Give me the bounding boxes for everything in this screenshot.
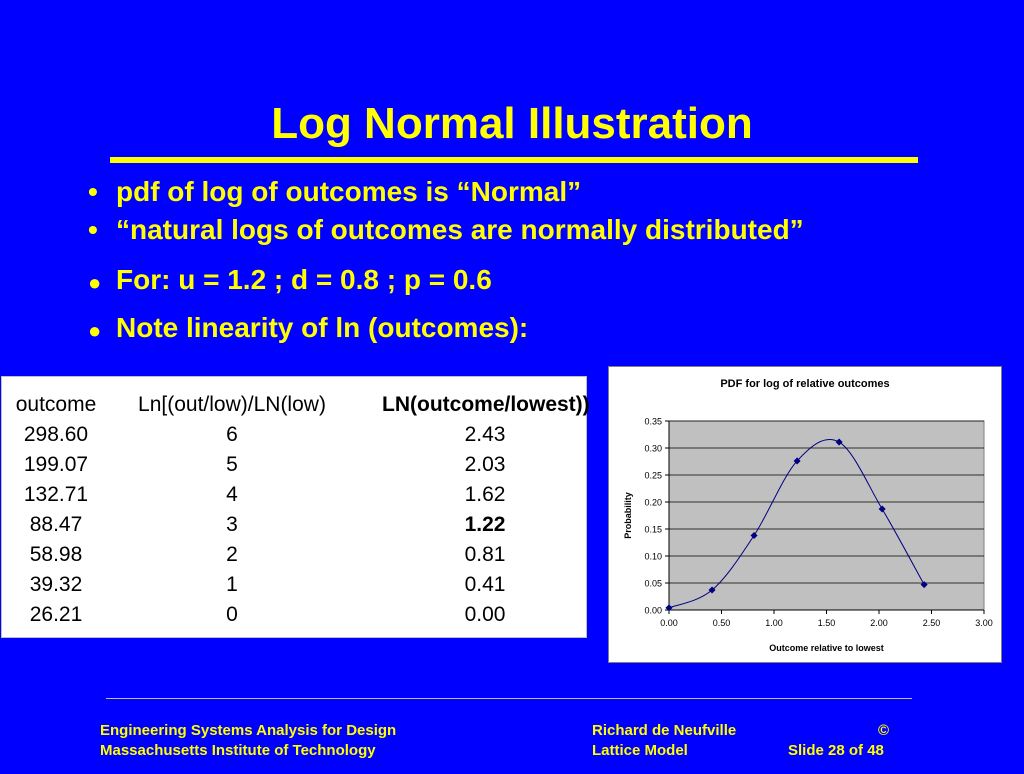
y-tick-label: 0.35 <box>644 417 662 427</box>
table-cell: 298.60 <box>23 423 89 446</box>
table-cell: 4 <box>226 483 238 506</box>
bullet-mark: • <box>88 214 98 245</box>
table-cell: 132.71 <box>23 483 89 506</box>
bullet-mark: ● <box>88 270 102 295</box>
bullet-text: “natural logs of outcomes are normally d… <box>116 214 804 245</box>
table-cell: 39.32 <box>29 573 83 596</box>
table-cell: 1.62 <box>464 483 506 506</box>
y-tick-label: 0.15 <box>644 525 662 535</box>
table-cell: 2.03 <box>464 453 506 476</box>
table-cell: 199.07 <box>23 453 89 476</box>
bullet-text: For: u = 1.2 ; d = 0.8 ; p = 0.6 <box>116 264 492 295</box>
y-tick-label: 0.10 <box>644 552 662 562</box>
table-header-ln-ratio: Ln[(out/low)/LN(low) <box>138 393 326 416</box>
y-tick-label: 0.20 <box>644 498 662 508</box>
table-header-outcome: outcome <box>15 393 97 416</box>
table-cell: 0.41 <box>464 573 506 596</box>
x-tick-label: 2.00 <box>870 618 888 628</box>
footer-author: Richard de Neufville <box>592 722 737 739</box>
footer-copyright: © <box>878 722 890 739</box>
y-tick-label: 0.00 <box>644 606 662 616</box>
title-underline <box>110 157 918 163</box>
y-tick-label: 0.05 <box>644 579 662 589</box>
bullet-mark: • <box>88 176 98 207</box>
x-tick-label: 0.50 <box>713 618 731 628</box>
plot-area <box>668 420 985 611</box>
table-cell: 26.21 <box>29 603 83 626</box>
bullet-text: pdf of log of outcomes is “Normal” <box>116 176 582 207</box>
table-cell: 0.00 <box>464 603 506 626</box>
table-cell: 0.81 <box>464 543 506 566</box>
table-cell: 58.98 <box>29 543 83 566</box>
x-axis-label: Outcome relative to lowest <box>769 643 884 653</box>
table-cell: 88.47 <box>29 513 83 536</box>
x-tick-label: 2.50 <box>923 618 941 628</box>
slide-title: Log Normal Illustration <box>271 99 753 148</box>
table-cell: 0 <box>226 603 238 626</box>
footer-topic: Lattice Model <box>592 742 688 759</box>
pdf-chart: 0.00 0.05 0.10 0.15 0.20 0.25 0.30 0.35 0.00 0.50… <box>608 366 1002 663</box>
bullet-text: Note linearity of ln (outcomes): <box>116 312 529 343</box>
table-cell: 1.22 <box>464 513 506 536</box>
y-tick-label: 0.30 <box>644 444 662 454</box>
table-cell: 2 <box>226 543 238 566</box>
footer-course: Engineering Systems Analysis for Design <box>100 722 397 739</box>
y-axis-label: Probability <box>623 492 633 539</box>
bullet-mark: ● <box>88 318 102 343</box>
x-tick-label: 0.00 <box>660 618 678 628</box>
table-header-ln-lowest: LN(outcome/lowest)) <box>382 393 590 416</box>
table-cell: 3 <box>226 513 238 536</box>
chart-title: PDF for log of relative outcomes <box>720 378 889 390</box>
footer-slide-number: Slide 28 of 48 <box>788 742 884 759</box>
table-cell: 6 <box>226 423 238 446</box>
x-tick-label: 1.50 <box>818 618 836 628</box>
footer-divider <box>106 698 912 699</box>
table-cell: 5 <box>226 453 238 476</box>
table-cell: 2.43 <box>464 423 506 446</box>
footer-institution: Massachusetts Institute of Technology <box>100 742 376 759</box>
y-tick-label: 0.25 <box>644 471 662 481</box>
table-cell: 1 <box>226 573 238 596</box>
outcome-table: outcome Ln[(out/low)/LN(low) LN(outcome/… <box>1 376 590 638</box>
x-tick-label: 1.00 <box>765 618 783 628</box>
pdf-chart-svg: 0.00 0.05 0.10 0.15 0.20 0.25 0.30 0.35 0.00 0.50… <box>623 378 993 653</box>
x-tick-label: 3.00 <box>975 618 993 628</box>
